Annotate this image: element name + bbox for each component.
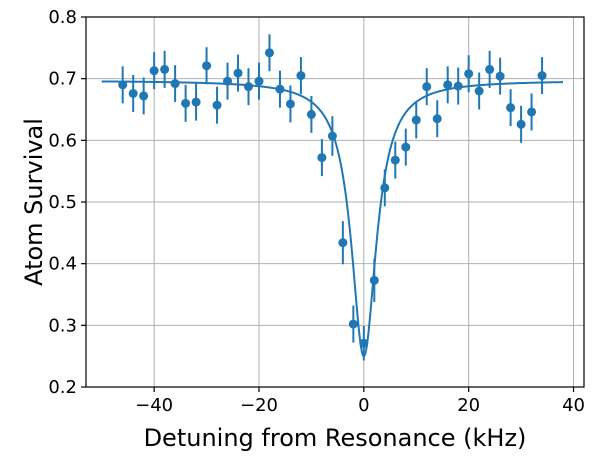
y-tick-label: 0.3 <box>48 315 77 336</box>
data-point <box>181 98 191 108</box>
data-point <box>296 71 306 81</box>
data-point <box>327 131 337 141</box>
y-tick-label: 0.2 <box>48 377 77 398</box>
data-point <box>139 91 149 101</box>
data-point <box>254 76 264 86</box>
grid <box>86 16 584 388</box>
data-point <box>390 155 400 165</box>
data-point <box>411 115 421 125</box>
data-point <box>191 97 201 107</box>
data-point <box>118 80 128 90</box>
data-point <box>401 142 411 152</box>
data-point <box>527 107 537 117</box>
data-point <box>506 103 516 113</box>
y-tick-label: 0.6 <box>48 130 77 151</box>
y-tick-label: 0.8 <box>48 7 77 28</box>
data-point <box>285 99 295 109</box>
data-points <box>118 48 547 348</box>
data-point <box>369 275 379 285</box>
data-point <box>348 319 358 329</box>
y-axis-label: Atom Survival <box>20 118 48 286</box>
data-point <box>264 48 274 58</box>
data-point <box>453 81 463 91</box>
data-point <box>338 238 348 248</box>
data-point <box>149 66 159 76</box>
data-point <box>275 84 285 94</box>
y-tick-label: 0.4 <box>48 254 77 275</box>
data-point <box>223 76 233 86</box>
x-tick-label: 20 <box>457 395 480 416</box>
data-point <box>432 114 442 124</box>
data-point <box>359 338 369 348</box>
y-tick-label: 0.5 <box>48 192 77 213</box>
axis-ticks: −40 −20 0 20 40 0.2 0.3 0.4 0.5 0.6 0.7 0.8 <box>48 7 585 416</box>
x-tick-label: 0 <box>358 395 369 416</box>
data-point <box>443 80 453 90</box>
x-tick-label: −40 <box>135 395 173 416</box>
data-point <box>516 119 526 129</box>
y-tick-label: 0.7 <box>48 69 77 90</box>
data-point <box>464 69 474 79</box>
data-point <box>160 64 170 74</box>
x-axis-label: Detuning from Resonance (kHz) <box>144 424 527 452</box>
data-point <box>380 183 390 193</box>
x-tick-label: −20 <box>240 395 278 416</box>
data-point <box>170 79 180 89</box>
data-point <box>202 61 212 71</box>
data-point <box>537 71 547 81</box>
data-point <box>317 153 327 163</box>
data-point <box>422 82 432 92</box>
data-point <box>485 64 495 74</box>
data-point <box>244 82 254 92</box>
data-point <box>212 100 222 110</box>
data-point <box>495 71 505 81</box>
data-point <box>306 109 316 119</box>
data-point <box>128 88 138 98</box>
data-point <box>233 68 243 78</box>
x-tick-label: 40 <box>562 395 585 416</box>
data-point <box>474 86 484 96</box>
